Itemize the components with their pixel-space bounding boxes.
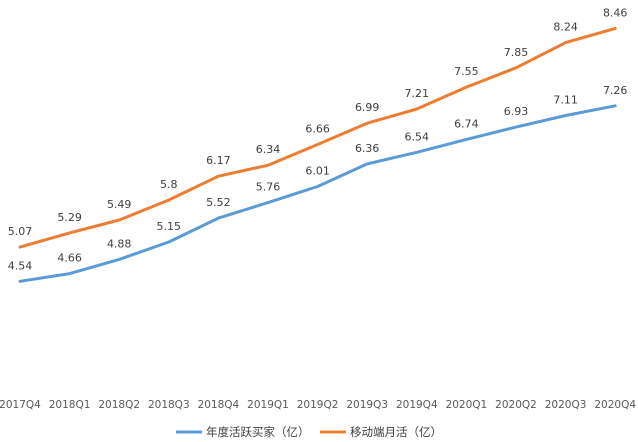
data-label: 6.93 <box>504 105 529 118</box>
x-tick-label: 2020Q4 <box>594 399 636 411</box>
series-layer <box>18 26 617 283</box>
data-label: 6.01 <box>305 165 330 178</box>
data-label: 6.66 <box>305 123 330 136</box>
x-tick-label: 2018Q4 <box>198 399 240 411</box>
data-label: 4.54 <box>8 259 33 272</box>
data-label: 6.17 <box>206 154 231 167</box>
x-tick-label: 2019Q3 <box>346 399 388 411</box>
data-label: 4.88 <box>107 237 132 250</box>
data-label: 8.24 <box>553 21 578 34</box>
x-tick-label: 2020Q2 <box>495 399 537 411</box>
x-tick-label: 2018Q1 <box>49 399 91 411</box>
data-label: 7.21 <box>405 87 430 100</box>
data-label: 7.85 <box>504 46 529 59</box>
data-label: 5.15 <box>157 220 182 233</box>
data-label: 5.29 <box>57 211 82 224</box>
x-tick-label: 2019Q4 <box>396 399 438 411</box>
x-tick-label: 2017Q4 <box>0 399 41 411</box>
data-label: 7.11 <box>553 94 578 107</box>
x-tick-label: 2020Q3 <box>545 399 587 411</box>
x-tick-label: 2019Q1 <box>247 399 289 411</box>
data-label: 5.49 <box>107 198 132 211</box>
series-line-0 <box>18 104 617 283</box>
data-label: 4.66 <box>57 252 82 265</box>
x-tick-label: 2019Q2 <box>297 399 339 411</box>
data-label: 8.46 <box>603 6 628 19</box>
legend-label: 移动端月活（亿） <box>350 425 442 439</box>
legend-label: 年度活跃买家（亿） <box>206 425 310 439</box>
data-label: 5.76 <box>256 181 281 194</box>
data-label: 6.54 <box>405 130 430 143</box>
data-label: 7.55 <box>454 65 479 78</box>
data-label: 6.74 <box>454 117 479 130</box>
legend-item-1: 移动端月活（亿） <box>320 425 442 439</box>
data-label-layer: 4.54 4.66 4.88 5.15 5.52 5.76 6.01 6.36 6.54 6.74… <box>8 6 628 272</box>
data-label: 7.26 <box>603 84 628 97</box>
data-label: 6.36 <box>355 142 380 155</box>
x-tick-label: 2018Q2 <box>98 399 140 411</box>
data-label: 5.8 <box>160 178 178 191</box>
x-tick-label: 2018Q3 <box>148 399 190 411</box>
data-label: 5.52 <box>206 196 231 209</box>
series-line-1 <box>18 26 617 249</box>
x-tick-label: 2020Q1 <box>446 399 488 411</box>
data-label: 6.99 <box>355 101 380 114</box>
x-axis: 2017Q4 2018Q1 2018Q2 2018Q3 2018Q4 2019Q1 2019… <box>0 399 636 411</box>
data-label: 6.34 <box>256 143 281 156</box>
legend-item-0: 年度活跃买家（亿） <box>176 425 310 439</box>
legend: 年度活跃买家（亿） 移动端月活（亿） <box>176 425 442 439</box>
data-label: 5.07 <box>8 225 33 238</box>
